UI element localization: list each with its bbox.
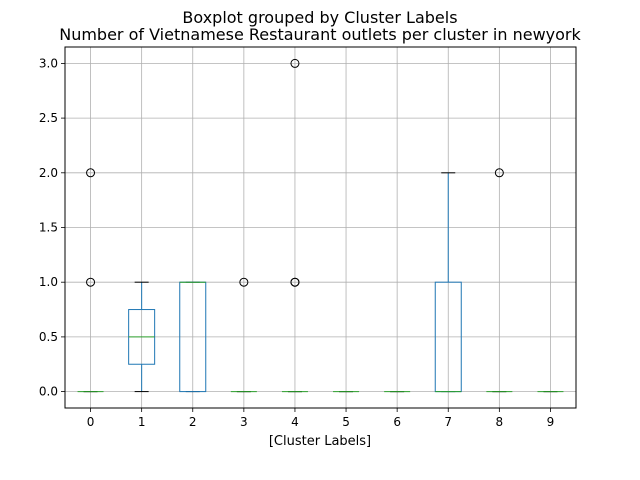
chart-title: Number of Vietnamese Restaurant outlets … <box>59 25 581 44</box>
grid-layer <box>65 47 576 408</box>
x-tick-label: 0 <box>87 415 95 429</box>
outlier-point <box>239 277 249 287</box>
chart-suptitle: Boxplot grouped by Cluster Labels <box>182 8 458 27</box>
outlier-point <box>86 168 96 178</box>
y-tick-label: 3.0 <box>39 56 58 70</box>
x-tick-label: 2 <box>189 415 197 429</box>
y-tick-label: 1.5 <box>39 221 58 235</box>
x-tick-label: 9 <box>547 415 555 429</box>
x-axis-label: [Cluster Labels] <box>268 434 372 449</box>
axis-layer: 0.0 0.5 1.0 1.5 2.0 2.5 3.0 0 1 2 3 4 5 6 7 8 9 <box>39 56 554 429</box>
y-tick-label: 2.0 <box>39 166 58 180</box>
x-tick-label: 8 <box>496 415 504 429</box>
x-tick-label: 1 <box>138 415 146 429</box>
outlier-point <box>86 277 96 287</box>
y-tick-label: 0.0 <box>39 385 58 399</box>
plot-frame <box>64 46 577 409</box>
box-layer <box>77 58 564 393</box>
y-tick-label: 1.0 <box>39 275 58 289</box>
y-tick-label: 0.5 <box>39 330 58 344</box>
x-tick-label: 3 <box>240 415 248 429</box>
y-tick-label: 2.5 <box>39 111 58 125</box>
outlier-point <box>494 168 504 178</box>
outlier-point <box>290 277 300 287</box>
x-tick-label: 6 <box>393 415 401 429</box>
x-tick-label: 5 <box>342 415 350 429</box>
x-tick-label: 4 <box>291 415 299 429</box>
x-tick-label: 7 <box>444 415 452 429</box>
outlier-point <box>290 58 300 68</box>
